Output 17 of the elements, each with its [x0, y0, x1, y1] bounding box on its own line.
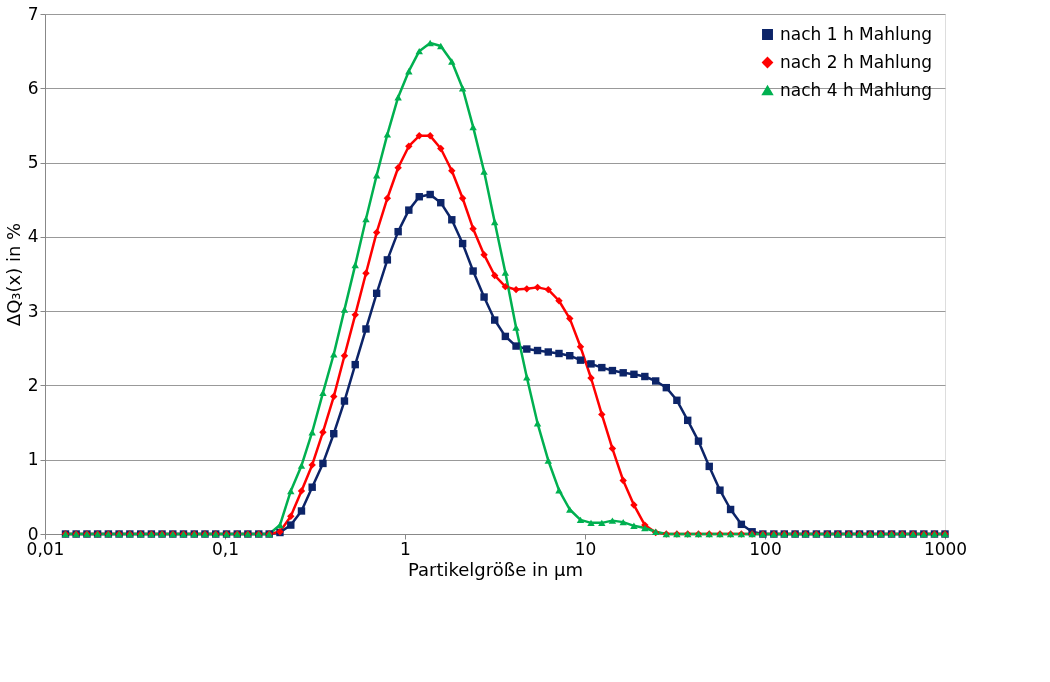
- x-axis-title: Partikelgröße in µm: [407, 558, 584, 580]
- y-tick-label: 1: [27, 449, 39, 470]
- y-axis-title: ΔQ₃(x) in %: [2, 222, 24, 327]
- x-tick-label: 100: [749, 538, 782, 559]
- legend-label: nach 2 h Mahlung: [780, 51, 933, 72]
- x-tick-label: 1: [400, 538, 411, 559]
- x-tick-label: 0,1: [211, 538, 240, 559]
- y-tick-label: 7: [27, 3, 39, 24]
- y-tick-label: 5: [27, 152, 39, 173]
- y-tick-label: 4: [27, 226, 39, 247]
- y-tick-label: 6: [27, 77, 39, 98]
- y-tick-label: 2: [27, 374, 39, 395]
- x-tick-label: 10: [574, 538, 597, 559]
- legend-label: nach 1 h Mahlung: [780, 23, 933, 44]
- y-tick-label: 3: [27, 300, 39, 321]
- legend-label: nach 4 h Mahlung: [780, 79, 933, 100]
- x-tick-label: 1000: [923, 538, 968, 559]
